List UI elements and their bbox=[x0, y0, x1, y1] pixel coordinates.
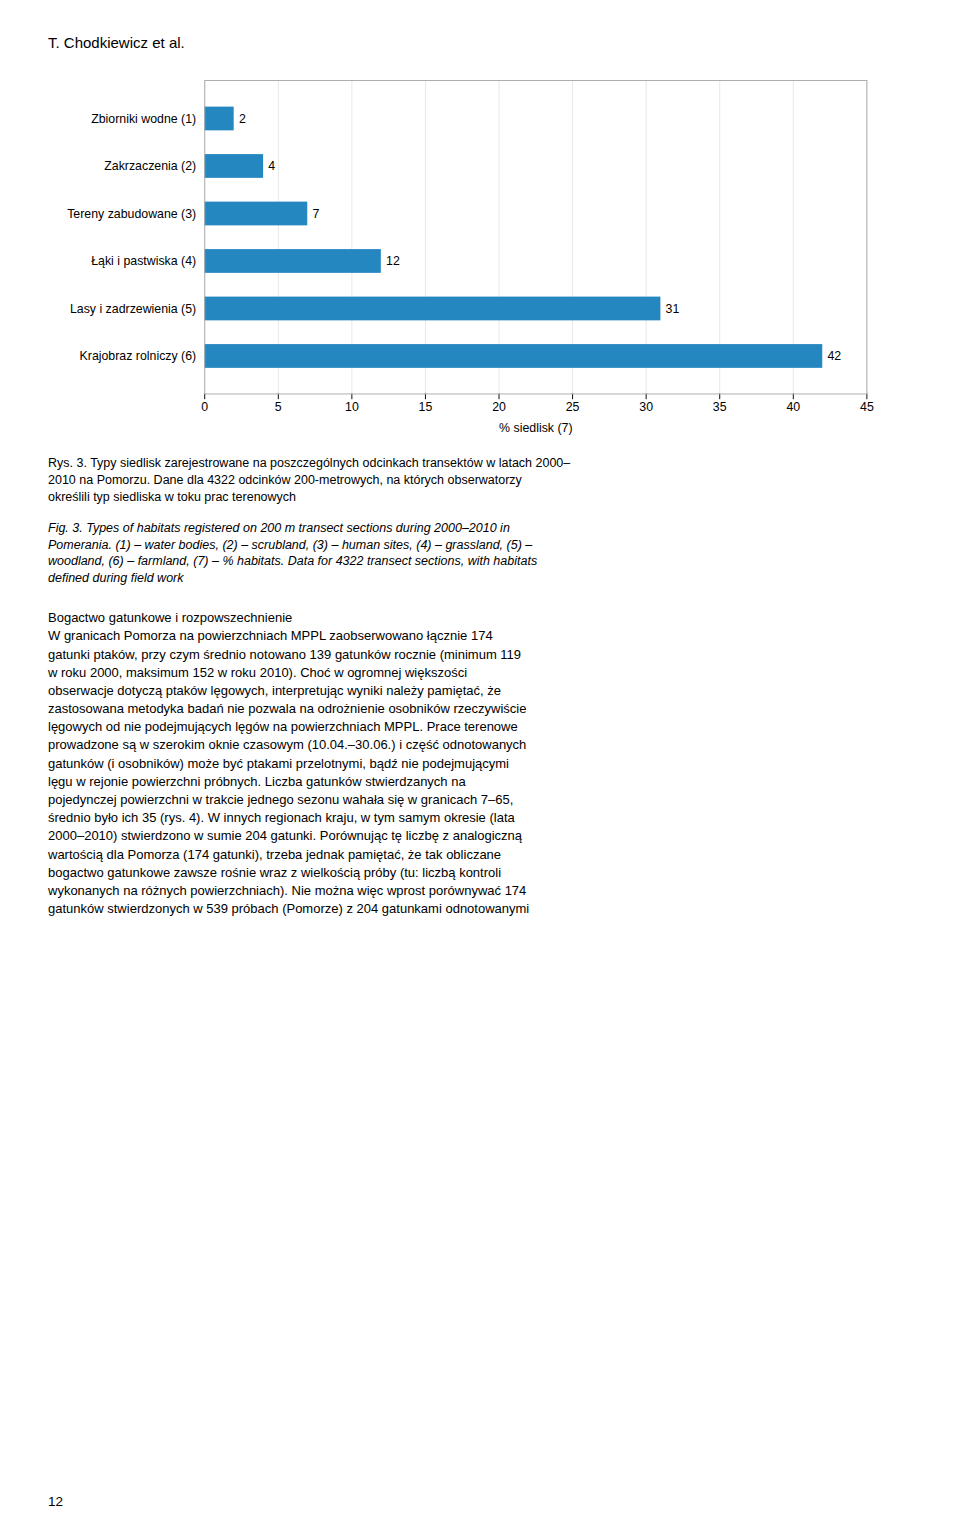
svg-text:42: 42 bbox=[827, 349, 841, 363]
svg-text:35: 35 bbox=[713, 400, 727, 414]
html-text:Bogactwo gatunkowe i rozpowsze: Bogactwo gatunkowe i rozpowszechnienie W… bbox=[48, 610, 530, 917]
svg-text:5: 5 bbox=[275, 400, 282, 414]
html-text:T. Chodkiewicz et al.: T. Chodkiewicz et al. bbox=[48, 34, 185, 51]
svg-text:25: 25 bbox=[566, 400, 580, 414]
html-text:Rys. 3. Typy siedlisk zarejest: Rys. 3. Typy siedlisk zarejestrowane na … bbox=[48, 456, 571, 504]
svg-text:10: 10 bbox=[345, 400, 359, 414]
svg-text:Krajobraz rolniczy (6): Krajobraz rolniczy (6) bbox=[80, 349, 197, 363]
svg-text:20: 20 bbox=[492, 400, 506, 414]
svg-text:Zakrzaczenia (2): Zakrzaczenia (2) bbox=[104, 159, 196, 173]
svg-text:Zbiorniki wodne (1): Zbiorniki wodne (1) bbox=[91, 112, 196, 126]
svg-text:30: 30 bbox=[639, 400, 653, 414]
svg-text:0: 0 bbox=[201, 400, 208, 414]
svg-text:12: 12 bbox=[386, 254, 400, 268]
svg-text:7: 7 bbox=[312, 207, 319, 221]
svg-text:% siedlisk (7): % siedlisk (7) bbox=[499, 421, 572, 435]
html-text:12: 12 bbox=[48, 1494, 63, 1509]
svg-text:Łąki i pastwiska (4): Łąki i pastwiska (4) bbox=[91, 254, 196, 268]
svg-text:2: 2 bbox=[239, 112, 246, 126]
svg-text:15: 15 bbox=[419, 400, 433, 414]
svg-text:Tereny zabudowane (3): Tereny zabudowane (3) bbox=[67, 207, 196, 221]
svg-text:4: 4 bbox=[268, 159, 275, 173]
svg-text:40: 40 bbox=[786, 400, 800, 414]
html-text:Fig. 3. Types of habitats regi: Fig. 3. Types of habitats registered on … bbox=[48, 520, 538, 586]
svg-text:Lasy i zadrzewienia (5): Lasy i zadrzewienia (5) bbox=[70, 302, 196, 316]
svg-text:45: 45 bbox=[860, 400, 874, 414]
svg-text:31: 31 bbox=[666, 302, 680, 316]
